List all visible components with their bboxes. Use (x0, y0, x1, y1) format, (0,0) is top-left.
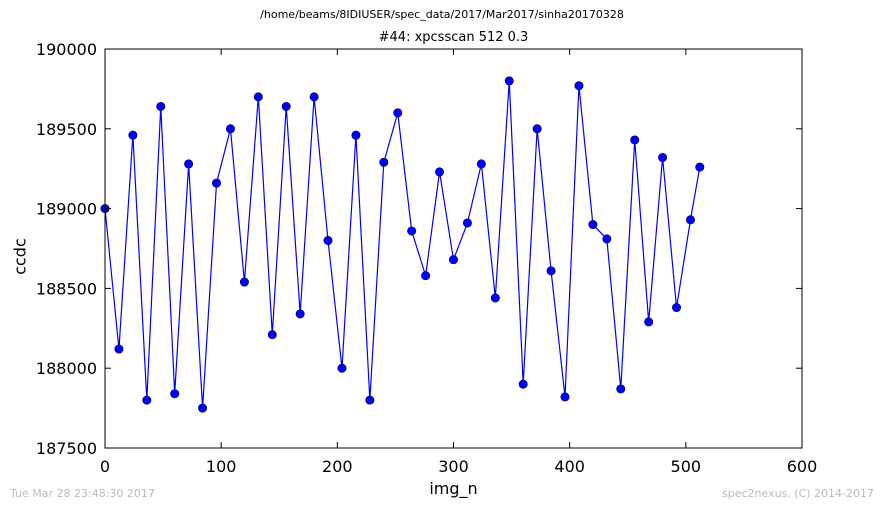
footer-credit: spec2nexus, (C) 2014-2017 (722, 487, 874, 500)
data-point (281, 101, 291, 111)
data-point (393, 108, 403, 118)
data-point (685, 215, 695, 225)
data-point (212, 178, 222, 188)
data-point (462, 218, 472, 228)
data-point (504, 76, 514, 86)
data-point (156, 101, 166, 111)
data-point (379, 157, 389, 167)
data-point (170, 389, 180, 399)
data-point (365, 395, 375, 405)
ticks-layer: 0 100 200 300 400 500 600 187500 188000 188500 189… (36, 40, 817, 476)
y-tick-label: 190000 (36, 40, 97, 59)
x-tick-label: 100 (206, 457, 237, 476)
data-point (184, 159, 194, 169)
x-axis-label: img_n (429, 479, 478, 498)
data-point (128, 130, 138, 140)
data-point (253, 92, 263, 102)
data-point (602, 234, 612, 244)
y-tick-label: 188000 (36, 359, 97, 378)
series-layer (100, 76, 705, 413)
data-point (518, 379, 528, 389)
data-point (267, 330, 277, 340)
y-tick-label: 189000 (36, 200, 97, 219)
x-tick-label: 200 (322, 457, 353, 476)
data-point (435, 167, 445, 177)
data-point (337, 363, 347, 373)
data-point (574, 81, 584, 91)
data-point (560, 392, 570, 402)
x-tick-label: 0 (100, 457, 110, 476)
data-point (239, 277, 249, 287)
data-point (616, 384, 626, 394)
data-point (225, 124, 235, 134)
data-point (309, 92, 319, 102)
y-tick-label: 189500 (36, 120, 97, 139)
data-point (695, 162, 705, 172)
y-axis-label: ccdc (10, 238, 30, 275)
data-point (644, 317, 654, 327)
data-point (323, 236, 333, 246)
data-point (532, 124, 542, 134)
y-tick-label: 188500 (36, 279, 97, 298)
series-line (104, 80, 701, 409)
data-point (588, 220, 598, 230)
data-point (448, 255, 458, 265)
x-tick-label: 600 (787, 457, 818, 476)
x-tick-label: 500 (671, 457, 702, 476)
data-point (546, 266, 556, 276)
data-point (490, 293, 500, 303)
x-tick-label: 300 (438, 457, 469, 476)
data-point (198, 403, 208, 413)
footer-timestamp: Tue Mar 28 23:48:30 2017 (10, 487, 155, 500)
data-point (658, 153, 668, 163)
data-point (407, 226, 417, 236)
axes-frame (104, 48, 803, 449)
data-point (421, 271, 431, 281)
data-point (142, 395, 152, 405)
x-tick-label: 400 (554, 457, 585, 476)
data-point (476, 159, 486, 169)
y-tick-label: 187500 (36, 439, 97, 458)
chart-title: #44: xpcsscan 512 0.3 (378, 30, 529, 45)
data-point (295, 309, 305, 319)
data-point (114, 344, 124, 354)
data-point (351, 130, 361, 140)
figure-suptitle: /home/beams/8IDIUSER/spec_data/2017/Mar2… (260, 8, 624, 21)
data-point (672, 303, 682, 313)
data-point (630, 135, 640, 145)
